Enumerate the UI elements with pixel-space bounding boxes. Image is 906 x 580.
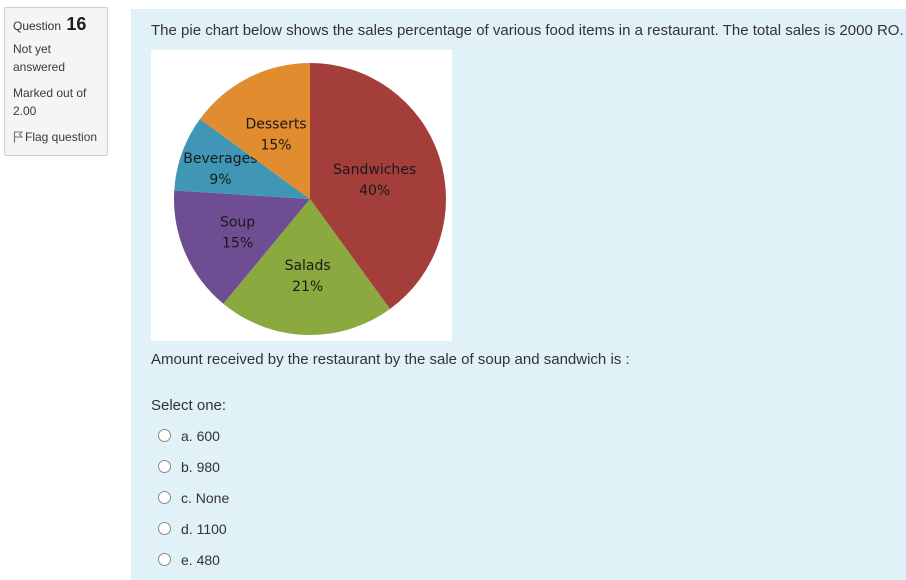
answer-option-c[interactable]: c. None — [156, 482, 229, 513]
radio-d[interactable] — [158, 522, 171, 535]
pie-slice-sandwiches — [310, 63, 446, 310]
answer-option-label: d. 1100 — [181, 520, 227, 537]
pie-chart: Sandwiches40%Salads21%Soup15%Beverages9%… — [174, 63, 446, 335]
slice-label-name: Soup — [220, 214, 255, 230]
question-info-panel: Question 16 Not yet answered Marked out … — [4, 7, 108, 156]
pie-slice-salads — [223, 199, 390, 335]
answer-option-d[interactable]: d. 1100 — [156, 513, 229, 544]
radio-c[interactable] — [158, 491, 171, 504]
answer-option-label: b. 980 — [181, 458, 220, 475]
radio-a[interactable] — [158, 429, 171, 442]
pie-slice-beverages — [174, 119, 310, 199]
slice-label-value: 15% — [222, 235, 253, 251]
slice-label-name: Desserts — [245, 116, 306, 132]
flag-icon — [13, 130, 25, 144]
slice-label-value: 21% — [292, 279, 323, 295]
question-prompt: Amount received by the restaurant by the… — [151, 351, 630, 368]
slice-label-name: Sandwiches — [333, 162, 416, 178]
slice-label-value: 40% — [359, 183, 390, 199]
question-content: The pie chart below shows the sales perc… — [131, 9, 906, 580]
answer-option-label: e. 480 — [181, 551, 220, 568]
flag-question-button[interactable]: Flag question — [13, 128, 101, 146]
answer-option-label: c. None — [181, 489, 230, 506]
answer-option-label: a. 600 — [181, 427, 220, 444]
pie-chart-image: Sandwiches 40% Salads 21% Soup 15% Beverages 9%… — [151, 50, 452, 341]
pie-slice-desserts — [199, 63, 310, 199]
pie-slice-soup — [174, 190, 310, 304]
question-state: Not yet answered — [13, 42, 66, 74]
question-label: Question — [13, 19, 62, 33]
question-number-heading: Question 16 — [13, 14, 101, 36]
answer-option-e[interactable]: e. 480 — [156, 544, 229, 575]
question-number: 16 — [66, 14, 87, 34]
slice-label-name: Salads — [285, 258, 331, 274]
question-text: The pie chart below shows the sales perc… — [151, 22, 904, 39]
radio-e[interactable] — [158, 553, 171, 566]
slice-label-value: 15% — [260, 137, 291, 153]
flag-question-label: Flag question — [25, 130, 98, 144]
answer-option-a[interactable]: a. 600 — [156, 420, 229, 451]
question-grade: Marked out of 2.00 — [13, 86, 87, 118]
select-one-label: Select one: — [151, 397, 227, 414]
answer-options: a. 600 b. 980 c. None d. 1100 e. 480 — [156, 420, 229, 575]
radio-b[interactable] — [158, 460, 171, 473]
slice-label-name: Beverages — [183, 151, 257, 167]
answer-option-b[interactable]: b. 980 — [156, 451, 229, 482]
slice-label-value: 9% — [209, 172, 231, 188]
